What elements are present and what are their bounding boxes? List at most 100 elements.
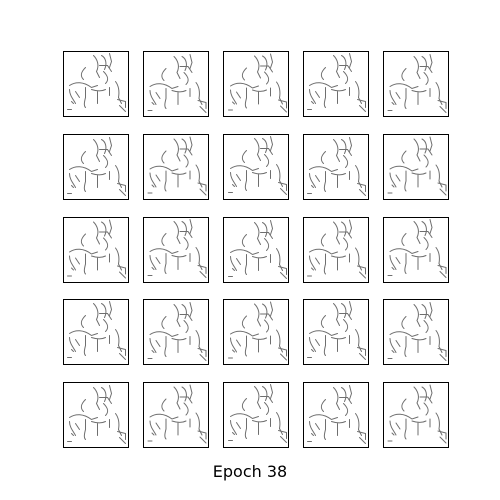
- sample-tile: [223, 217, 289, 283]
- sample-tile: [303, 217, 369, 283]
- sketch-stroke: [117, 99, 126, 108]
- sketch-stroke: [355, 165, 362, 188]
- sketch-stroke: [429, 54, 433, 69]
- sketch-stroke: [232, 349, 235, 353]
- sketch-stroke: [115, 329, 122, 352]
- sketch-stroke: [278, 266, 287, 275]
- sketch-stroke: [199, 188, 207, 196]
- sketch-stroke: [343, 319, 349, 332]
- sketch-stroke: [115, 81, 122, 104]
- sketch-stroke: [252, 256, 267, 259]
- sketch-stroke: [91, 255, 106, 258]
- sketch-stroke: [389, 90, 397, 105]
- sketch-stroke: [404, 88, 407, 109]
- sketch-drawing: [147, 136, 207, 196]
- sketch-stroke: [241, 150, 247, 163]
- sketch-stroke: [71, 185, 74, 188]
- sample-tile: [303, 382, 369, 448]
- sketch-stroke: [115, 247, 122, 271]
- sketch-drawing: [307, 385, 366, 444]
- sketch-stroke: [244, 418, 247, 439]
- sample-tile: [223, 299, 289, 365]
- sketch-stroke: [183, 237, 189, 250]
- sketch-stroke: [320, 151, 326, 164]
- sketch-stroke: [333, 387, 340, 410]
- sketch-drawing: [228, 53, 287, 113]
- sketch-drawing: [387, 384, 447, 444]
- sketch-stroke: [309, 89, 316, 104]
- sketch-stroke: [349, 301, 353, 316]
- sketch-stroke: [278, 99, 287, 109]
- sketch-stroke: [254, 55, 261, 79]
- sketch-stroke: [91, 337, 106, 340]
- sketch-stroke: [411, 172, 427, 175]
- sketch-drawing: [228, 220, 287, 279]
- sketch-stroke: [161, 233, 167, 246]
- sketch-stroke: [164, 88, 167, 109]
- sketch-stroke: [80, 67, 86, 80]
- sample-tile: [63, 51, 129, 117]
- sketch-stroke: [320, 67, 326, 80]
- sketch-stroke: [413, 56, 421, 79]
- sketch-stroke: [181, 304, 187, 319]
- sketch-stroke: [69, 248, 98, 255]
- sketch-stroke: [331, 421, 346, 424]
- sketch-stroke: [119, 437, 126, 444]
- sketch-stroke: [149, 90, 157, 105]
- sketch-stroke: [181, 221, 187, 236]
- sketch-stroke: [411, 420, 427, 423]
- sketch-stroke: [164, 170, 167, 192]
- sketch-stroke: [181, 386, 187, 402]
- sketch-stroke: [161, 316, 167, 329]
- sketch-stroke: [395, 340, 401, 347]
- sketch-stroke: [262, 303, 268, 319]
- sketch-stroke: [189, 219, 193, 234]
- sketch-stroke: [439, 106, 447, 113]
- sketch-stroke: [262, 55, 268, 71]
- sketch-stroke: [343, 403, 349, 416]
- sample-tile: [383, 217, 449, 283]
- sketch-stroke: [244, 335, 247, 357]
- sketch-stroke: [341, 55, 347, 70]
- sketch-stroke: [395, 257, 401, 264]
- sketch-stroke: [230, 172, 237, 187]
- sketch-stroke: [155, 174, 161, 182]
- sketch-stroke: [280, 353, 287, 361]
- sketch-stroke: [439, 354, 447, 361]
- sketch-stroke: [264, 402, 270, 415]
- sketch-stroke: [197, 265, 207, 274]
- sketch-stroke: [75, 175, 80, 182]
- sketch-stroke: [91, 421, 106, 424]
- sketch-stroke: [69, 330, 98, 337]
- sketch-stroke: [244, 87, 247, 109]
- sketch-stroke: [252, 89, 267, 92]
- sketch-stroke: [69, 414, 98, 421]
- sketch-stroke: [343, 237, 349, 251]
- sketch-stroke: [276, 329, 283, 353]
- sketch-stroke: [421, 138, 427, 154]
- sketch-stroke: [315, 423, 320, 430]
- sketch-stroke: [232, 184, 235, 187]
- sketch-stroke: [262, 386, 268, 401]
- sketch-stroke: [389, 255, 397, 270]
- sketch-stroke: [109, 137, 113, 152]
- sketch-stroke: [423, 402, 429, 416]
- sketch-stroke: [101, 303, 107, 318]
- sample-tile: [143, 51, 209, 117]
- sketch-stroke: [309, 337, 316, 352]
- sketch-stroke: [173, 221, 181, 244]
- sketch-stroke: [439, 436, 447, 444]
- sketch-drawing: [67, 385, 126, 444]
- sketch-stroke: [357, 99, 366, 108]
- sketch-stroke: [333, 139, 340, 162]
- sketch-stroke: [230, 420, 237, 435]
- sketch-stroke: [99, 313, 112, 320]
- sketch-stroke: [71, 101, 74, 104]
- sketch-drawing: [307, 219, 366, 279]
- sketch-stroke: [149, 255, 157, 270]
- sketch-stroke: [421, 221, 427, 236]
- sketch-stroke: [197, 348, 207, 357]
- sketch-stroke: [404, 418, 407, 440]
- sketch-stroke: [264, 71, 270, 85]
- sample-tile: [63, 134, 129, 200]
